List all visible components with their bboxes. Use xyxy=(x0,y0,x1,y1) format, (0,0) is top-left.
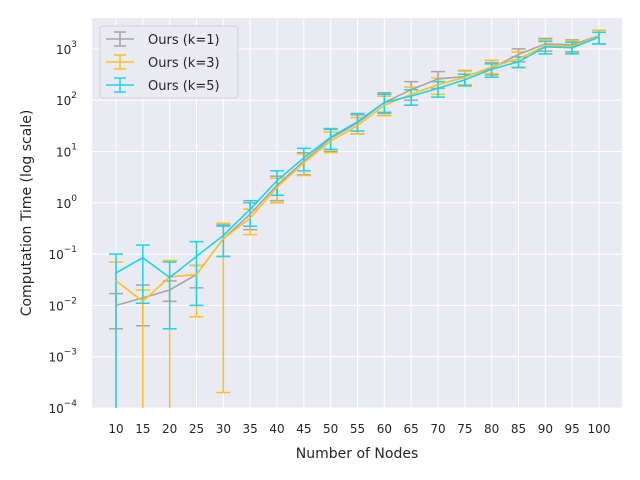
error-bars xyxy=(109,29,606,408)
legend: Ours (k=1) Ours (k=3) Ours (k=5) xyxy=(99,25,239,99)
legend-item: Ours (k=5) xyxy=(106,77,220,94)
x-tick-label: 25 xyxy=(189,422,204,436)
x-tick-label: 70 xyxy=(430,422,445,436)
x-tick-label: 10 xyxy=(108,422,123,436)
x-tick-label: 35 xyxy=(243,422,258,436)
error-bars-series-3 xyxy=(109,31,606,408)
legend-label: Ours (k=1) xyxy=(148,33,220,48)
x-tick-label: 65 xyxy=(404,422,419,436)
x-tick-label: 50 xyxy=(323,422,338,436)
x-tick-label: 90 xyxy=(538,422,553,436)
legend-box xyxy=(99,25,239,99)
x-axis-label: Number of Nodes xyxy=(296,446,418,462)
y-tick-label: 10−4 xyxy=(48,399,77,416)
x-tick-label: 45 xyxy=(296,422,311,436)
series-line-3 xyxy=(115,36,600,279)
x-tick-label: 60 xyxy=(377,422,392,436)
y-tick-label: 103 xyxy=(56,40,77,57)
y-tick-label: 10−1 xyxy=(48,245,77,262)
x-tick-label: 15 xyxy=(135,422,150,436)
series-lines xyxy=(115,35,600,307)
x-tick-label: 80 xyxy=(484,422,499,436)
x-tick-label: 100 xyxy=(588,422,611,436)
x-tick-label: 55 xyxy=(350,422,365,436)
y-tick-label: 102 xyxy=(56,91,77,108)
y-tick-label: 10−2 xyxy=(48,296,77,313)
y-tick-label: 10−3 xyxy=(48,348,77,365)
x-tick-label: 20 xyxy=(162,422,177,436)
y-axis-label: Computation Time (log scale) xyxy=(19,110,35,317)
legend-label: Ours (k=5) xyxy=(148,79,220,94)
x-tick-label: 30 xyxy=(216,422,231,436)
x-tick-label: 85 xyxy=(511,422,526,436)
x-tick-label: 40 xyxy=(269,422,284,436)
x-tick-label: 95 xyxy=(565,422,580,436)
y-tick-label: 100 xyxy=(56,194,77,211)
x-tick-label: 75 xyxy=(457,422,472,436)
legend-label: Ours (k=3) xyxy=(148,56,220,71)
x-tick-labels: 10 15 20 25 30 35 40 45 50 55 60 65 70 75 80 85 90 95 100 xyxy=(108,422,610,436)
legend-item: Ours (k=1) xyxy=(106,31,220,48)
y-tick-labels: 10−4 10−3 10−2 10−1 100 101 102 103 xyxy=(48,40,77,416)
series-line-2 xyxy=(115,35,600,303)
legend-item: Ours (k=3) xyxy=(106,54,220,71)
y-tick-label: 101 xyxy=(56,142,77,159)
